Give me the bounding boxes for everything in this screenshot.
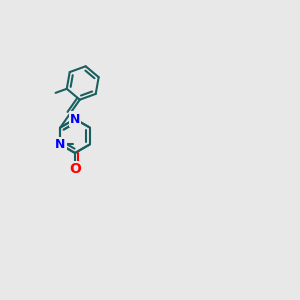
Text: O: O — [69, 162, 81, 176]
Text: N: N — [70, 112, 80, 125]
Text: N: N — [55, 138, 65, 151]
